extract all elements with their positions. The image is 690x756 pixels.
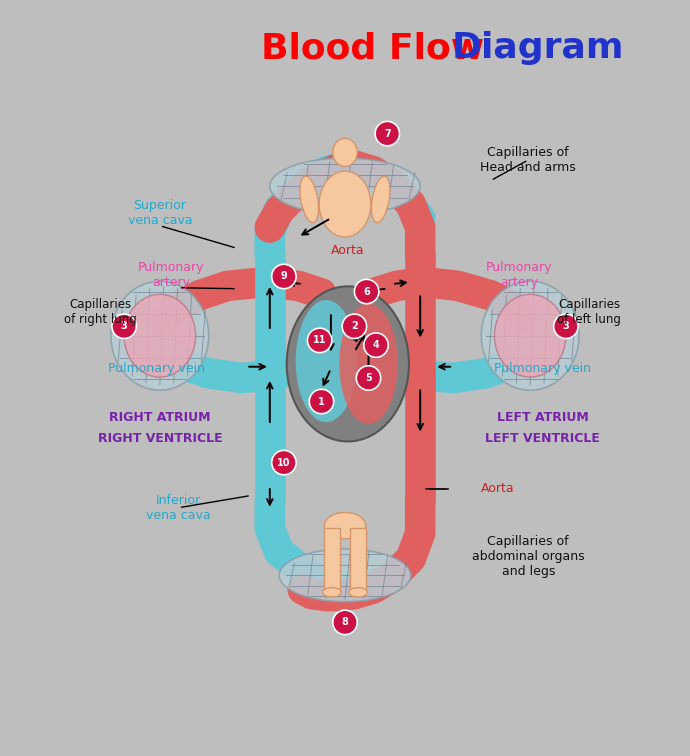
- Text: Pulmonary vein: Pulmonary vein: [494, 362, 591, 375]
- Ellipse shape: [111, 281, 208, 390]
- Text: Capillaries
of right lung: Capillaries of right lung: [64, 298, 137, 326]
- Text: 5: 5: [365, 373, 372, 383]
- Ellipse shape: [348, 587, 368, 597]
- Circle shape: [356, 366, 381, 390]
- Circle shape: [375, 122, 400, 146]
- Circle shape: [112, 314, 137, 339]
- Circle shape: [553, 314, 578, 339]
- Ellipse shape: [319, 171, 371, 237]
- Ellipse shape: [270, 158, 420, 215]
- Text: 3: 3: [121, 321, 128, 331]
- Text: Pulmonary
artery: Pulmonary artery: [138, 261, 204, 289]
- Ellipse shape: [333, 138, 357, 166]
- Text: 11: 11: [313, 336, 326, 345]
- Text: 2: 2: [351, 321, 358, 331]
- Ellipse shape: [300, 176, 319, 222]
- Ellipse shape: [322, 587, 342, 597]
- Text: 10: 10: [277, 457, 290, 468]
- Text: 7: 7: [384, 129, 391, 138]
- Text: 8: 8: [342, 618, 348, 627]
- Text: Diagram: Diagram: [452, 31, 624, 65]
- Circle shape: [333, 610, 357, 634]
- Text: Superior
vena cava: Superior vena cava: [128, 200, 192, 228]
- Text: Pulmonary vein: Pulmonary vein: [108, 362, 206, 375]
- Ellipse shape: [339, 304, 397, 424]
- Text: 4: 4: [373, 340, 380, 350]
- Circle shape: [355, 279, 379, 304]
- Text: Pulmonary
artery: Pulmonary artery: [486, 261, 552, 289]
- Bar: [324, 528, 340, 590]
- Circle shape: [364, 333, 388, 358]
- Text: LEFT ATRIUM: LEFT ATRIUM: [497, 411, 589, 424]
- Text: Aorta: Aorta: [482, 482, 515, 495]
- Text: Blood Flow: Blood Flow: [261, 31, 484, 65]
- Ellipse shape: [279, 549, 411, 602]
- Circle shape: [272, 451, 296, 475]
- Ellipse shape: [482, 281, 579, 390]
- Text: RIGHT ATRIUM: RIGHT ATRIUM: [109, 411, 210, 424]
- Text: RIGHT VENTRICLE: RIGHT VENTRICLE: [97, 432, 222, 445]
- Text: LEFT VENTRICLE: LEFT VENTRICLE: [485, 432, 600, 445]
- Ellipse shape: [287, 287, 409, 442]
- Ellipse shape: [324, 513, 366, 539]
- Text: 1: 1: [318, 396, 325, 407]
- Text: Capillaries
of left lung: Capillaries of left lung: [558, 298, 621, 326]
- Text: 3: 3: [562, 321, 569, 331]
- Circle shape: [309, 389, 334, 414]
- Text: Aorta: Aorta: [331, 243, 364, 256]
- Ellipse shape: [124, 294, 195, 377]
- Text: 6: 6: [363, 287, 370, 296]
- Circle shape: [308, 328, 332, 352]
- Ellipse shape: [371, 176, 390, 222]
- Text: 9: 9: [281, 271, 287, 281]
- Bar: [350, 528, 366, 590]
- Text: Capillaries of
Head and arms: Capillaries of Head and arms: [480, 146, 576, 174]
- Text: Inferior
vena cava: Inferior vena cava: [146, 494, 211, 522]
- Circle shape: [272, 265, 296, 289]
- Text: Capillaries of
abdominal organs
and legs: Capillaries of abdominal organs and legs: [472, 535, 584, 578]
- Ellipse shape: [495, 294, 566, 377]
- Circle shape: [342, 314, 366, 339]
- Ellipse shape: [295, 300, 357, 422]
